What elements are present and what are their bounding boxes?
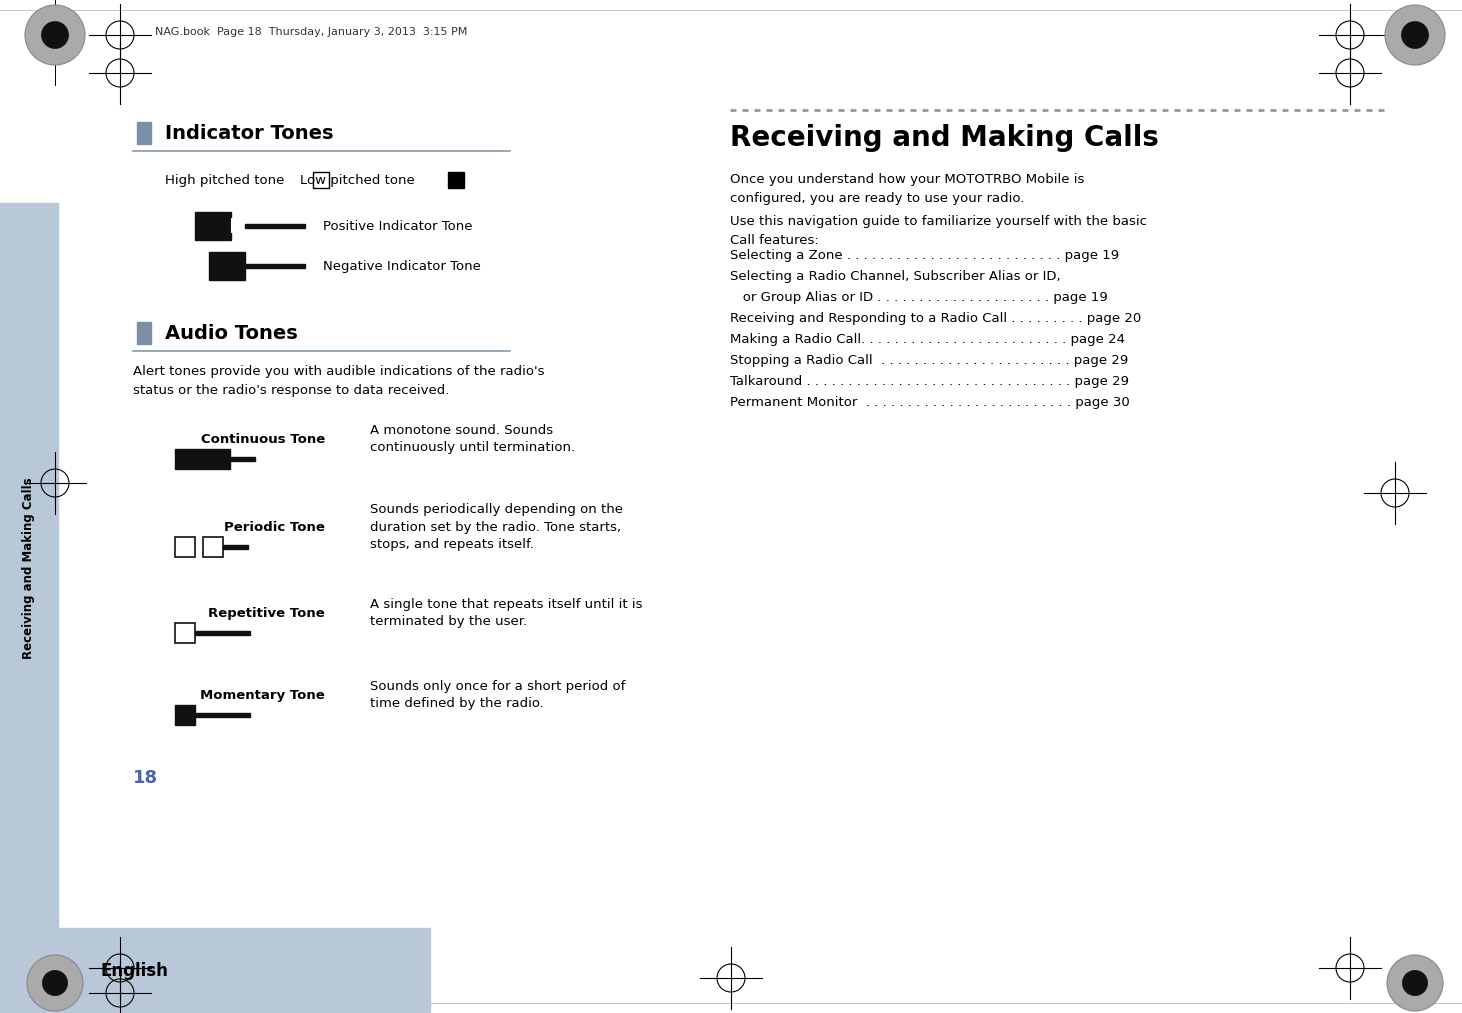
- Bar: [175, 449, 230, 469]
- Bar: [175, 705, 194, 725]
- Text: Sounds only once for a short period of
time defined by the radio.: Sounds only once for a short period of t…: [370, 680, 626, 710]
- Circle shape: [25, 5, 85, 65]
- Text: A monotone sound. Sounds
continuously until termination.: A monotone sound. Sounds continuously un…: [370, 423, 575, 454]
- Bar: [203, 537, 224, 557]
- Text: Receiving and Making Calls: Receiving and Making Calls: [730, 124, 1159, 152]
- Text: Receiving and Making Calls: Receiving and Making Calls: [22, 477, 35, 658]
- Bar: [194, 631, 250, 635]
- Bar: [194, 212, 231, 240]
- Bar: [447, 172, 463, 188]
- Circle shape: [1387, 955, 1443, 1011]
- Circle shape: [26, 955, 83, 1011]
- Text: Permanent Monitor  . . . . . . . . . . . . . . . . . . . . . . . . . page 30: Permanent Monitor . . . . . . . . . . . …: [730, 395, 1130, 408]
- Circle shape: [42, 970, 67, 996]
- Bar: [175, 623, 194, 643]
- Bar: [230, 457, 254, 461]
- Text: Making a Radio Call. . . . . . . . . . . . . . . . . . . . . . . . . page 24: Making a Radio Call. . . . . . . . . . .…: [730, 332, 1124, 345]
- Text: High pitched tone: High pitched tone: [165, 173, 285, 186]
- Text: Low pitched tone: Low pitched tone: [300, 173, 415, 186]
- Bar: [175, 537, 194, 557]
- Text: Talkaround . . . . . . . . . . . . . . . . . . . . . . . . . . . . . . . . page : Talkaround . . . . . . . . . . . . . . .…: [730, 375, 1129, 388]
- Bar: [313, 172, 329, 188]
- Text: Use this navigation guide to familiarize yourself with the basic
Call features:: Use this navigation guide to familiarize…: [730, 215, 1148, 246]
- Text: Receiving and Responding to a Radio Call . . . . . . . . . page 20: Receiving and Responding to a Radio Call…: [730, 312, 1142, 324]
- Text: Sounds periodically depending on the
duration set by the radio. Tone starts,
sto: Sounds periodically depending on the dur…: [370, 503, 623, 551]
- Circle shape: [1402, 21, 1428, 49]
- Bar: [137, 322, 151, 344]
- Text: Momentary Tone: Momentary Tone: [200, 689, 325, 701]
- Text: Positive Indicator Tone: Positive Indicator Tone: [323, 220, 472, 233]
- Bar: [246, 224, 306, 228]
- Text: Continuous Tone: Continuous Tone: [200, 433, 325, 446]
- Text: Once you understand how your MOTOTRBO Mobile is
configured, you are ready to use: Once you understand how your MOTOTRBO Mo…: [730, 173, 1085, 205]
- Text: English: English: [99, 962, 168, 980]
- Text: Repetitive Tone: Repetitive Tone: [208, 607, 325, 620]
- Text: or Group Alias or ID . . . . . . . . . . . . . . . . . . . . . page 19: or Group Alias or ID . . . . . . . . . .…: [730, 291, 1108, 304]
- Text: Stopping a Radio Call  . . . . . . . . . . . . . . . . . . . . . . . page 29: Stopping a Radio Call . . . . . . . . . …: [730, 354, 1129, 367]
- Bar: [194, 258, 209, 272]
- Bar: [231, 218, 246, 232]
- Bar: [194, 713, 250, 717]
- Text: Alert tones provide you with audible indications of the radio's
status or the ra: Alert tones provide you with audible ind…: [133, 365, 544, 396]
- Circle shape: [1402, 970, 1427, 996]
- Bar: [209, 252, 246, 280]
- Text: Periodic Tone: Periodic Tone: [224, 521, 325, 534]
- Circle shape: [41, 21, 69, 49]
- Circle shape: [1385, 5, 1444, 65]
- Text: Selecting a Zone . . . . . . . . . . . . . . . . . . . . . . . . . . page 19: Selecting a Zone . . . . . . . . . . . .…: [730, 248, 1118, 261]
- Text: 18: 18: [133, 769, 158, 787]
- Text: Negative Indicator Tone: Negative Indicator Tone: [323, 259, 481, 272]
- Bar: [0, 203, 58, 933]
- Text: Selecting a Radio Channel, Subscriber Alias or ID,: Selecting a Radio Channel, Subscriber Al…: [730, 269, 1060, 283]
- Bar: [224, 545, 249, 549]
- Text: NAG.book  Page 18  Thursday, January 3, 2013  3:15 PM: NAG.book Page 18 Thursday, January 3, 20…: [155, 27, 468, 37]
- Text: Audio Tones: Audio Tones: [165, 323, 298, 342]
- Bar: [0, 928, 430, 1013]
- Text: Indicator Tones: Indicator Tones: [165, 124, 333, 143]
- Bar: [246, 264, 306, 268]
- Bar: [137, 122, 151, 144]
- Text: A single tone that repeats itself until it is
terminated by the user.: A single tone that repeats itself until …: [370, 598, 642, 628]
